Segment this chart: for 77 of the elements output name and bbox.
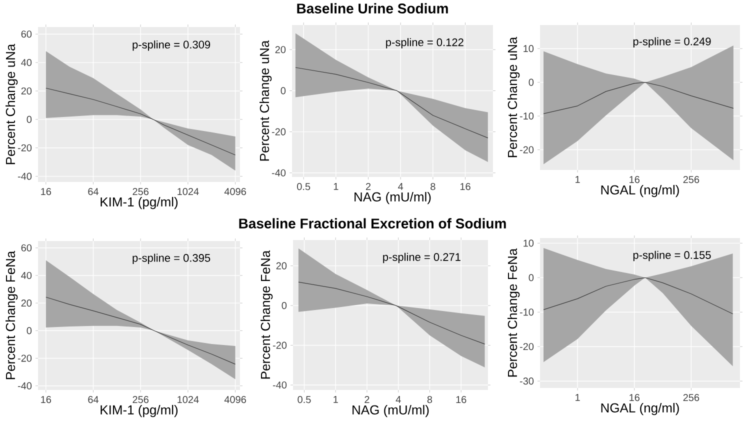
x-tick-label: 256 — [132, 188, 149, 196]
y-tick-label: -30 — [520, 378, 534, 385]
x-tick-label: 4 — [396, 396, 401, 403]
y-tick-label: 10 — [524, 240, 534, 247]
x-tick-label: 1 — [576, 394, 580, 401]
x-tick-label: 2 — [366, 183, 371, 190]
x-axis-title: NGAL (ng/ml) — [601, 402, 679, 416]
y-tick-label: 20 — [21, 300, 32, 307]
annotation: p-spline = 0.395 — [132, 254, 210, 264]
x-tick-label: 16 — [41, 188, 52, 196]
x-tick-label: 256 — [683, 394, 700, 402]
y-tick-label: 60 — [21, 30, 32, 38]
y-tick-label: -10 — [520, 308, 534, 316]
x-tick-label: 1024 — [178, 188, 199, 196]
y-tick-label: -20 — [520, 343, 534, 350]
y-tick-label: 20 — [276, 262, 287, 270]
annotation: p-spline = 0.271 — [383, 252, 460, 264]
y-tick-label: 0 — [282, 302, 287, 310]
y-tick-label: -20 — [272, 128, 286, 136]
x-tick-label: 4 — [398, 183, 404, 190]
x-tick-label: 16 — [630, 176, 640, 184]
x-axis-title: NAG (mU/ml) — [354, 192, 431, 204]
y-tick-label: -20 — [520, 146, 534, 154]
x-tick-label: 0.5 — [298, 396, 311, 404]
y-tick-label: -20 — [18, 354, 32, 362]
x-axis-title: KIM-1 (pg/ml) — [100, 196, 178, 210]
y-tick-label: -10 — [520, 112, 534, 120]
y-axis-title: Percent Change FeNa — [260, 250, 273, 379]
x-tick-label: 1 — [334, 396, 338, 403]
y-tick-label: 0 — [26, 327, 32, 334]
y-tick-label: -40 — [18, 172, 32, 180]
y-axis-title: Percent Change FeNa — [508, 248, 520, 377]
y-tick-label: 0 — [528, 78, 534, 86]
y-tick-label: 40 — [21, 59, 32, 66]
x-tick-label: 64 — [88, 188, 99, 196]
x-tick-label: 1 — [576, 176, 580, 183]
x-tick-label: 16 — [41, 396, 52, 404]
x-tick-label: 16 — [460, 183, 470, 190]
x-tick-label: 256 — [132, 396, 149, 404]
y-tick-label: -20 — [18, 144, 32, 152]
y-axis-title: Percent Change FeNa — [6, 250, 18, 380]
x-tick-label: 1 — [334, 183, 338, 190]
y-tick-label: -40 — [272, 381, 287, 389]
y-tick-label: 20 — [21, 87, 32, 95]
x-tick-label: 16 — [456, 396, 466, 404]
y-axis-title: Percent Change uNa — [6, 44, 18, 164]
x-tick-label: 4096 — [224, 188, 246, 196]
annotation: p-spline = 0.155 — [633, 250, 711, 262]
y-tick-label: -40 — [272, 169, 286, 176]
x-tick-label: 1024 — [178, 396, 199, 404]
chart-title: Baseline Urine Sodium — [297, 3, 448, 14]
x-tick-label: 8 — [430, 183, 436, 190]
y-tick-label: -20 — [272, 342, 287, 349]
x-tick-label: 8 — [427, 396, 432, 404]
x-axis-title: NGAL (ng/ml) — [601, 184, 679, 198]
y-tick-label: 20 — [275, 46, 286, 54]
x-tick-label: 16 — [630, 394, 640, 402]
annotation: p-spline = 0.249 — [633, 37, 711, 48]
x-tick-label: 64 — [88, 396, 99, 404]
annotation: p-spline = 0.122 — [386, 38, 464, 48]
chart-title: Baseline Fractional Excretion of Sodium — [239, 218, 506, 228]
x-axis-title: KIM-1 (pg/ml) — [100, 404, 178, 418]
y-axis-title: Percent Change uNa — [260, 40, 272, 161]
x-axis-title: NAG (mU/ml) — [352, 404, 429, 418]
x-tick-label: 2 — [364, 396, 370, 403]
y-tick-label: -40 — [18, 382, 32, 390]
y-tick-label: 0 — [280, 87, 286, 94]
y-tick-label: 0 — [26, 116, 32, 123]
y-tick-label: 0 — [528, 274, 534, 282]
y-tick-label: 10 — [524, 45, 534, 52]
y-tick-label: 60 — [21, 244, 32, 252]
x-tick-label: 0.5 — [297, 183, 310, 190]
x-tick-label: 4096 — [224, 396, 246, 404]
y-axis-title: Percent Change uNa — [508, 36, 520, 158]
annotation: p-spline = 0.309 — [132, 40, 210, 51]
y-tick-label: 40 — [21, 272, 32, 280]
x-tick-label: 256 — [683, 176, 700, 184]
